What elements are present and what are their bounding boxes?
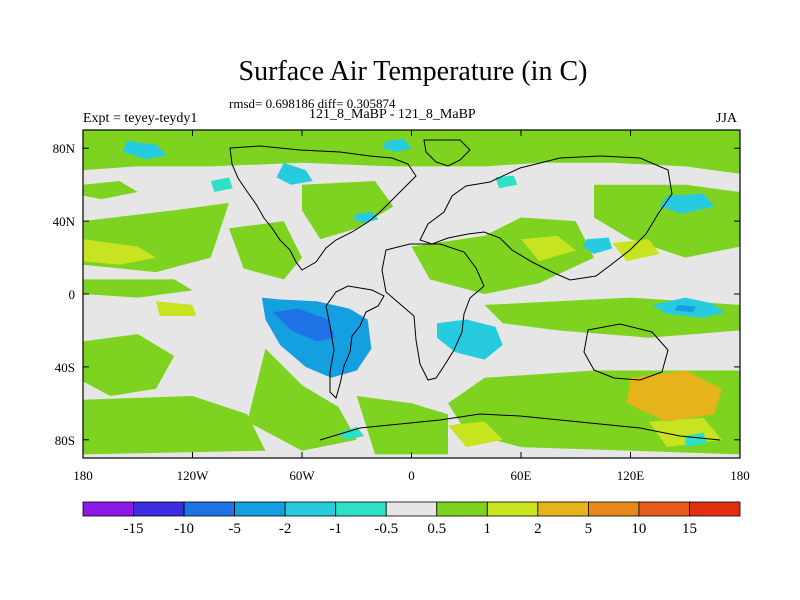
x-tick-label-0: 180 — [73, 468, 93, 483]
contour-region-21 — [338, 427, 365, 440]
colorbar-label-4: -1 — [329, 521, 342, 537]
x-tick-label-3: 0 — [408, 468, 415, 483]
contour-region-10 — [83, 396, 266, 455]
colorbar-swatch-11 — [638, 501, 690, 517]
x-tick-label-2: 60W — [289, 468, 315, 483]
stats-label: rmsd= 0.698186 diff= 0.305874 — [229, 96, 396, 111]
contour-region-22 — [210, 177, 233, 192]
season-label: JJA — [716, 111, 738, 126]
temperature-contours — [83, 130, 740, 455]
contour-region-17 — [448, 421, 503, 448]
colorbar-swatch-2 — [183, 501, 236, 517]
colorbar-label-6: 0.5 — [427, 521, 446, 537]
contour-region-20 — [626, 370, 722, 422]
colorbar-label-7: 1 — [484, 521, 492, 537]
colorbar-label-11: 15 — [682, 521, 697, 537]
coastline-africa — [381, 243, 485, 381]
x-tick-label-4: 60E — [511, 468, 532, 483]
colorbar: -15 -10 -5 -2 -1 -0.5 0.5 1 2 5 10 15 — [82, 501, 741, 537]
run-comparison-label: 121_8_MaBP - 121_8_MaBP — [309, 107, 476, 122]
colorbar-swatch-1 — [133, 501, 185, 517]
coastline-eurasia — [419, 155, 673, 281]
x-tick-label-1: 120W — [177, 468, 210, 483]
y-tick-label-1: 40N — [53, 214, 76, 229]
coastlines — [229, 139, 721, 441]
y-tick-label-4: 80S — [55, 433, 75, 448]
contour-region-28 — [276, 162, 313, 185]
contour-region-29 — [659, 193, 715, 214]
contour-region-27 — [123, 140, 167, 160]
contour-region-16 — [521, 235, 576, 262]
colorbar-label-1: -10 — [174, 521, 194, 537]
contour-region-11 — [247, 348, 357, 451]
contour-region-24 — [685, 432, 708, 448]
colorbar-swatch-12 — [689, 501, 741, 517]
colorbar-swatch-0 — [82, 501, 134, 517]
colorbar-label-2: -5 — [228, 521, 241, 537]
colorbar-swatch-9 — [537, 501, 589, 517]
contour-region-0 — [83, 130, 740, 174]
y-tick-label-0: 80N — [53, 141, 76, 156]
contour-region-31 — [353, 212, 379, 223]
contour-region-5 — [229, 221, 302, 280]
contour-region-13 — [356, 396, 448, 455]
contour-region-9 — [83, 334, 175, 396]
colorbar-label-0: -15 — [124, 521, 144, 537]
colorbar-label-3: -2 — [279, 521, 292, 537]
map-axes: 180 120W 60W 0 60E 120E 180 80N 40N 0 40S 80S — [53, 130, 750, 483]
contour-region-35 — [272, 308, 335, 342]
contour-region-30 — [583, 237, 613, 254]
contour-region-3 — [83, 279, 193, 298]
contour-region-4 — [302, 181, 394, 240]
colorbar-swatch-6 — [385, 501, 438, 517]
colorbar-swatch-3 — [234, 501, 286, 517]
experiment-label: Expt = teyey-teydy1 — [83, 111, 198, 126]
colorbar-swatch-8 — [486, 501, 539, 517]
contour-region-32 — [382, 139, 412, 152]
colorbar-label-9: 5 — [585, 521, 593, 537]
x-tick-label-5: 120E — [617, 468, 645, 483]
coastline-australia — [583, 323, 669, 381]
coastline-antarctica — [319, 413, 721, 441]
colorbar-label-10: 10 — [631, 521, 646, 537]
contour-region-2 — [83, 181, 138, 200]
colorbar-swatch-5 — [335, 501, 387, 517]
coastline-north-america — [229, 145, 417, 271]
y-tick-label-3: 40S — [55, 360, 75, 375]
contour-region-15 — [156, 301, 197, 316]
contour-region-23 — [495, 175, 518, 189]
contour-region-18 — [612, 239, 660, 262]
colorbar-swatch-10 — [587, 501, 640, 517]
colorbar-label-5: -0.5 — [374, 521, 398, 537]
coastline-south-america — [325, 285, 385, 399]
contour-region-34 — [674, 304, 697, 313]
colorbar-swatch-7 — [436, 501, 488, 517]
coastline-greenland — [423, 139, 471, 167]
colorbar-label-8: 2 — [534, 521, 542, 537]
contour-region-25 — [437, 319, 503, 360]
contour-region-14 — [83, 239, 156, 265]
chart-title: Surface Air Temperature (in C) — [238, 56, 588, 87]
x-tick-label-6: 180 — [730, 468, 750, 483]
colorbar-swatch-4 — [284, 501, 337, 517]
y-tick-label-2: 0 — [69, 287, 76, 302]
